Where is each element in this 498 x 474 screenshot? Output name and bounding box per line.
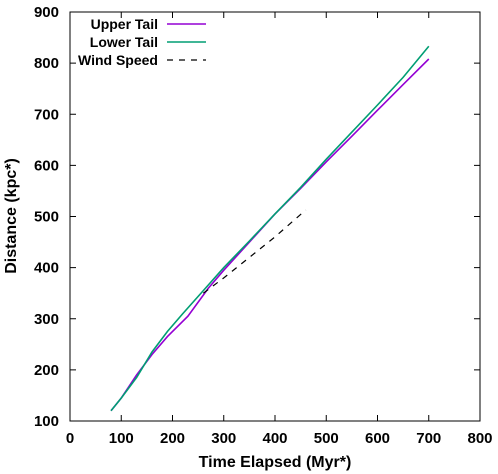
x-tick-label: 200: [160, 430, 185, 447]
y-tick-label: 600: [34, 157, 59, 174]
series-line-1: [110, 45, 430, 412]
y-tick-label: 500: [34, 209, 59, 226]
x-tick-label: 500: [314, 430, 339, 447]
plot-frame: [69, 11, 481, 422]
series-lines: [110, 45, 430, 412]
series-line-0: [110, 58, 430, 412]
x-tick-label: 700: [416, 430, 441, 447]
y-tick-label: 100: [34, 413, 59, 430]
x-tick-label: 800: [467, 430, 492, 447]
x-tick-label: 300: [211, 430, 236, 447]
x-tick-label: 100: [109, 430, 134, 447]
legend-label: Lower Tail: [90, 34, 158, 50]
y-axis-label: Distance (kpc*): [3, 158, 20, 274]
x-tick-label: 0: [66, 430, 74, 447]
y-tick-label: 700: [34, 106, 59, 123]
x-axis-label: Time Elapsed (Myr*): [199, 454, 352, 471]
legend-label: Wind Speed: [78, 52, 158, 68]
y-tick-label: 900: [34, 4, 59, 21]
legend-label: Upper Tail: [91, 16, 158, 32]
y-tick-label: 300: [34, 311, 59, 328]
x-tick-label: 600: [365, 430, 390, 447]
y-tick-label: 200: [34, 362, 59, 379]
x-tick-label: 400: [262, 430, 287, 447]
y-tick-label: 800: [34, 55, 59, 72]
series-line-2: [202, 209, 307, 294]
ticks: 0 100 200 300 400 500 600 700 800 100 200 300 400 500…: [34, 4, 493, 447]
y-tick-label: 400: [34, 260, 59, 277]
legend: Upper Tail Lower Tail Wind Speed: [78, 16, 206, 68]
